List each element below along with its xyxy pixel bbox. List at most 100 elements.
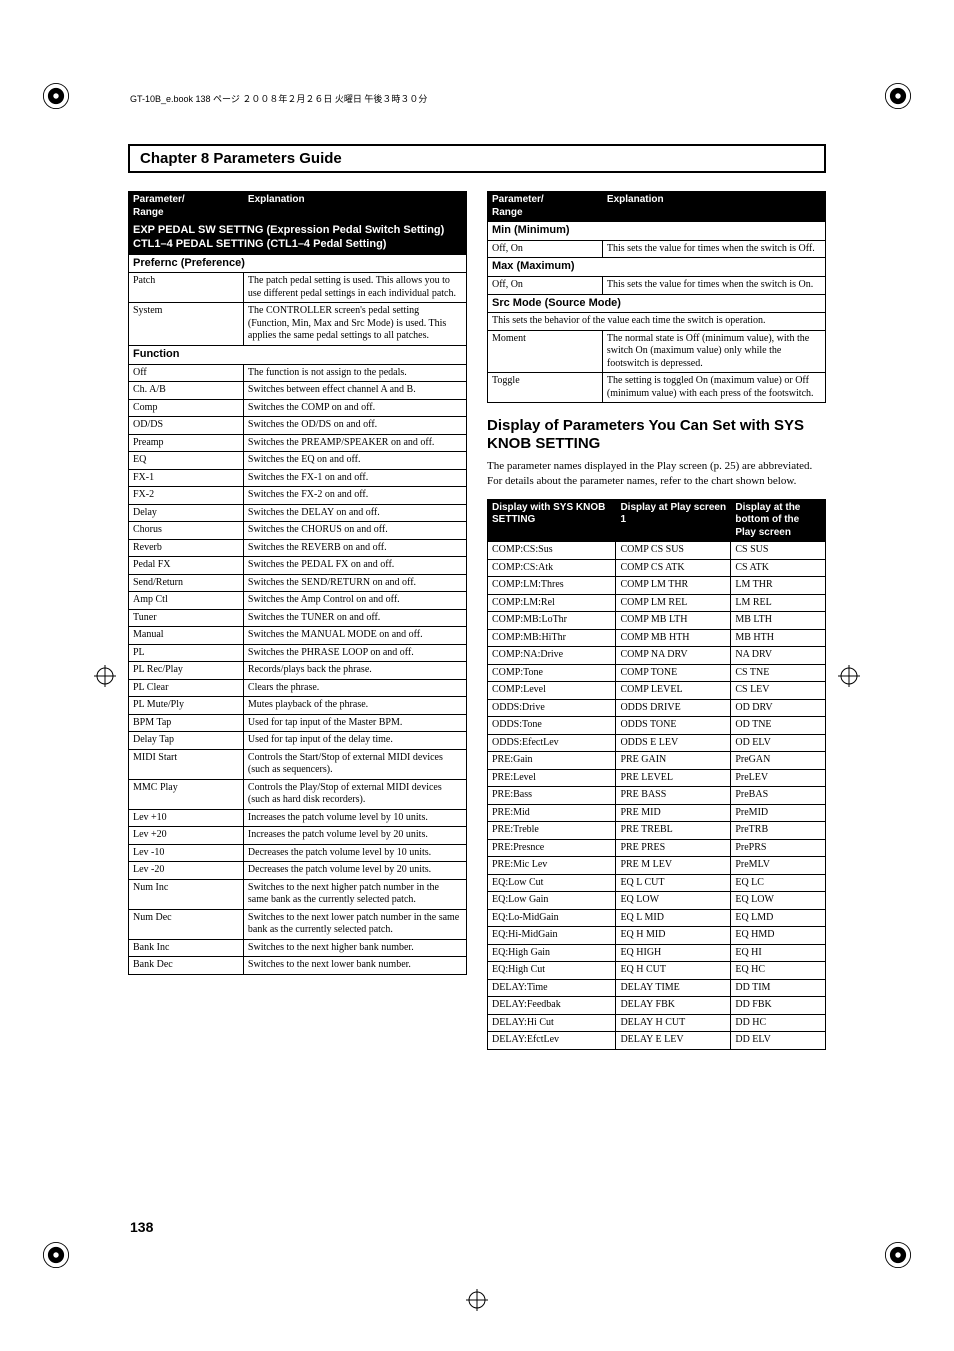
left-function-param: Comp — [129, 399, 244, 417]
rb-cell: ODDS E LEV — [616, 734, 731, 752]
left-function-param: Preamp — [129, 434, 244, 452]
left-column: Parameter/Range Explanation EXP PEDAL SW… — [128, 191, 467, 1050]
rb-cell: DELAY:Hi Cut — [488, 1014, 616, 1032]
rb-cell: EQ HMD — [731, 927, 826, 945]
left-function-param: Delay — [129, 504, 244, 522]
left-function-param: FX-1 — [129, 469, 244, 487]
left-prefernc-param: System — [129, 303, 244, 346]
left-function-expl: The function is not assign to the pedals… — [243, 364, 466, 382]
rb-cell: EQ H MID — [616, 927, 731, 945]
rb-cell: OD TNE — [731, 717, 826, 735]
chapter-title: Chapter 8 Parameters Guide — [128, 144, 826, 173]
reg-mark-bl — [38, 1237, 74, 1273]
left-function-param: Bank Inc — [129, 939, 244, 957]
left-function-param: Reverb — [129, 539, 244, 557]
rt-sub-max: Max (Maximum) — [488, 258, 826, 277]
rb-cell: EQ HI — [731, 944, 826, 962]
rb-cell: PRE:Level — [488, 769, 616, 787]
left-function-expl: Decreases the patch volume level by 10 u… — [243, 844, 466, 862]
rb-cell: EQ LOW — [731, 892, 826, 910]
rb-cell: DELAY:EfctLev — [488, 1032, 616, 1050]
left-function-param: FX-2 — [129, 487, 244, 505]
left-function-param: PL Clear — [129, 679, 244, 697]
left-function-expl: Switches the PHRASE LOOP on and off. — [243, 644, 466, 662]
rb-cell: COMP:LM:Thres — [488, 577, 616, 595]
header-note: GT-10B_e.book 138 ページ ２００８年２月２６日 火曜日 午後３… — [130, 92, 427, 105]
reg-mark-tr — [880, 78, 916, 114]
rb-cell: EQ:Low Gain — [488, 892, 616, 910]
rb-cell: COMP:CS:Atk — [488, 559, 616, 577]
left-function-expl: Switches the COMP on and off. — [243, 399, 466, 417]
rb-cell: CS LEV — [731, 682, 826, 700]
left-function-param: OD/DS — [129, 417, 244, 435]
rb-cell: EQ:Low Cut — [488, 874, 616, 892]
rb-cell: MB LTH — [731, 612, 826, 630]
rb-cell: DD TIM — [731, 979, 826, 997]
rb-cell: COMP:CS:Sus — [488, 542, 616, 560]
rb-th-3: Display at the bottom of the Play screen — [731, 499, 826, 542]
left-function-param: Lev +10 — [129, 809, 244, 827]
cross-left — [94, 665, 116, 687]
rt-th-expl: Explanation — [602, 192, 825, 222]
rb-cell: PreTRB — [731, 822, 826, 840]
left-function-expl: Switches to the next lower patch number … — [243, 909, 466, 939]
rb-cell: COMP:Level — [488, 682, 616, 700]
left-function-param: EQ — [129, 452, 244, 470]
rb-cell: EQ L MID — [616, 909, 731, 927]
rb-cell: PRE:Presnce — [488, 839, 616, 857]
cross-bottom — [466, 1289, 488, 1311]
rt-src-expl: The setting is toggled On (maximum value… — [602, 373, 825, 403]
left-function-expl: Controls the Start/Stop of external MIDI… — [243, 749, 466, 779]
rb-cell: PreLEV — [731, 769, 826, 787]
left-table: Parameter/Range Explanation EXP PEDAL SW… — [128, 191, 467, 975]
rb-cell: PreGAN — [731, 752, 826, 770]
left-function-expl: Switches the PREAMP/SPEAKER on and off. — [243, 434, 466, 452]
rb-cell: ODDS TONE — [616, 717, 731, 735]
rb-cell: PRE GAIN — [616, 752, 731, 770]
rb-cell: MB HTH — [731, 629, 826, 647]
rb-cell: CS ATK — [731, 559, 826, 577]
rb-cell: ODDS:EfectLev — [488, 734, 616, 752]
rb-cell: PRE:Treble — [488, 822, 616, 840]
rb-th-1: Display with SYS KNOB SETTING — [488, 499, 616, 542]
rt-min-param: Off, On — [488, 240, 603, 258]
rb-cell: PRE PRES — [616, 839, 731, 857]
left-sub-function: Function — [129, 345, 467, 364]
left-th-param: Parameter/Range — [129, 192, 244, 222]
rb-cell: COMP NA DRV — [616, 647, 731, 665]
left-function-param: Lev -20 — [129, 862, 244, 880]
left-sub-prefernc: Prefernc (Preference) — [129, 254, 467, 273]
rb-cell: ODDS:Drive — [488, 699, 616, 717]
rb-cell: COMP MB HTH — [616, 629, 731, 647]
rt-max-expl: This sets the value for times when the s… — [602, 277, 825, 295]
rb-cell: LM REL — [731, 594, 826, 612]
rb-cell: EQ H CUT — [616, 962, 731, 980]
left-function-param: Amp Ctl — [129, 592, 244, 610]
left-function-expl: Switches the FX-1 on and off. — [243, 469, 466, 487]
left-function-expl: Switches the PEDAL FX on and off. — [243, 557, 466, 575]
left-function-expl: Increases the patch volume level by 10 u… — [243, 809, 466, 827]
left-function-param: BPM Tap — [129, 714, 244, 732]
rb-cell: COMP:LM:Rel — [488, 594, 616, 612]
rb-cell: DD ELV — [731, 1032, 826, 1050]
rt-max-param: Off, On — [488, 277, 603, 295]
left-section1: EXP PEDAL SW SETTNG (Expression Pedal Sw… — [129, 222, 467, 255]
rb-cell: PreMLV — [731, 857, 826, 875]
reg-mark-tl — [38, 78, 74, 114]
rb-cell: COMP:MB:LoThr — [488, 612, 616, 630]
rb-cell: PRE:Bass — [488, 787, 616, 805]
rb-cell: DD HC — [731, 1014, 826, 1032]
left-function-expl: Switches to the next lower bank number. — [243, 957, 466, 975]
rb-cell: EQ HC — [731, 962, 826, 980]
rb-cell: COMP MB LTH — [616, 612, 731, 630]
rb-cell: EQ:High Gain — [488, 944, 616, 962]
left-function-expl: Switches the Amp Control on and off. — [243, 592, 466, 610]
right-bottom-table: Display with SYS KNOB SETTING Display at… — [487, 499, 826, 1050]
rb-cell: PRE:Mic Lev — [488, 857, 616, 875]
page-number: 138 — [130, 1219, 153, 1235]
rb-cell: EQ HIGH — [616, 944, 731, 962]
rb-cell: PRE M LEV — [616, 857, 731, 875]
left-function-param: MIDI Start — [129, 749, 244, 779]
left-function-expl: Switches to the next higher bank number. — [243, 939, 466, 957]
left-function-expl: Switches the MANUAL MODE on and off. — [243, 627, 466, 645]
